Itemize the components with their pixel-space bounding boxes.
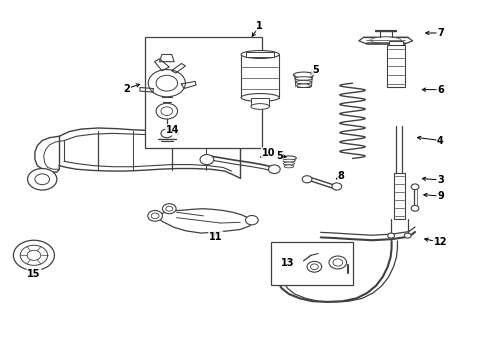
Ellipse shape bbox=[370, 37, 401, 43]
Circle shape bbox=[269, 165, 280, 174]
Text: 10: 10 bbox=[262, 148, 275, 158]
Ellipse shape bbox=[251, 104, 270, 109]
Circle shape bbox=[242, 132, 253, 140]
Text: 4: 4 bbox=[437, 136, 444, 145]
Bar bbox=[145, 37, 262, 148]
Text: 5: 5 bbox=[312, 64, 318, 75]
Text: 7: 7 bbox=[437, 28, 444, 38]
Circle shape bbox=[245, 216, 258, 225]
Circle shape bbox=[307, 261, 322, 272]
Circle shape bbox=[175, 127, 187, 135]
Text: 2: 2 bbox=[123, 84, 130, 94]
Ellipse shape bbox=[282, 156, 296, 160]
Circle shape bbox=[156, 103, 177, 119]
Bar bbox=[271, 242, 353, 285]
Text: 11: 11 bbox=[209, 232, 222, 242]
Circle shape bbox=[13, 240, 54, 270]
Ellipse shape bbox=[284, 165, 294, 168]
Text: 12: 12 bbox=[434, 237, 447, 247]
Circle shape bbox=[302, 176, 312, 183]
Circle shape bbox=[162, 204, 176, 214]
Bar bbox=[241, 54, 279, 98]
Text: 14: 14 bbox=[166, 125, 179, 135]
Circle shape bbox=[311, 264, 319, 270]
Text: 1: 1 bbox=[256, 21, 263, 31]
Text: 15: 15 bbox=[27, 269, 41, 279]
Text: 5: 5 bbox=[276, 150, 283, 161]
Circle shape bbox=[20, 245, 48, 265]
Text: 13: 13 bbox=[281, 258, 295, 268]
Text: 9: 9 bbox=[437, 191, 444, 201]
Text: 6: 6 bbox=[437, 85, 444, 95]
Circle shape bbox=[200, 154, 214, 165]
Circle shape bbox=[404, 233, 411, 238]
Circle shape bbox=[237, 129, 258, 144]
Circle shape bbox=[148, 69, 185, 97]
Circle shape bbox=[332, 183, 342, 190]
Text: 8: 8 bbox=[338, 171, 344, 181]
Ellipse shape bbox=[283, 162, 294, 165]
Circle shape bbox=[329, 256, 346, 269]
Circle shape bbox=[35, 174, 49, 185]
Ellipse shape bbox=[296, 80, 312, 84]
Ellipse shape bbox=[295, 77, 313, 80]
Circle shape bbox=[333, 259, 343, 266]
Circle shape bbox=[156, 75, 177, 91]
Circle shape bbox=[161, 107, 172, 116]
Bar bbox=[387, 45, 405, 87]
Ellipse shape bbox=[297, 84, 311, 87]
Circle shape bbox=[27, 168, 57, 190]
Circle shape bbox=[161, 129, 172, 138]
Circle shape bbox=[166, 206, 172, 211]
Circle shape bbox=[148, 211, 162, 221]
Bar bbox=[246, 51, 274, 57]
Ellipse shape bbox=[283, 159, 295, 162]
Ellipse shape bbox=[241, 50, 279, 58]
Circle shape bbox=[411, 184, 419, 190]
Circle shape bbox=[411, 206, 419, 211]
Bar bbox=[251, 98, 270, 107]
Circle shape bbox=[27, 250, 41, 260]
Text: 3: 3 bbox=[437, 175, 444, 185]
Circle shape bbox=[151, 213, 159, 219]
Ellipse shape bbox=[294, 72, 314, 78]
Bar bbox=[389, 41, 403, 45]
Circle shape bbox=[388, 233, 394, 238]
Ellipse shape bbox=[241, 94, 279, 102]
Bar bbox=[394, 173, 405, 220]
